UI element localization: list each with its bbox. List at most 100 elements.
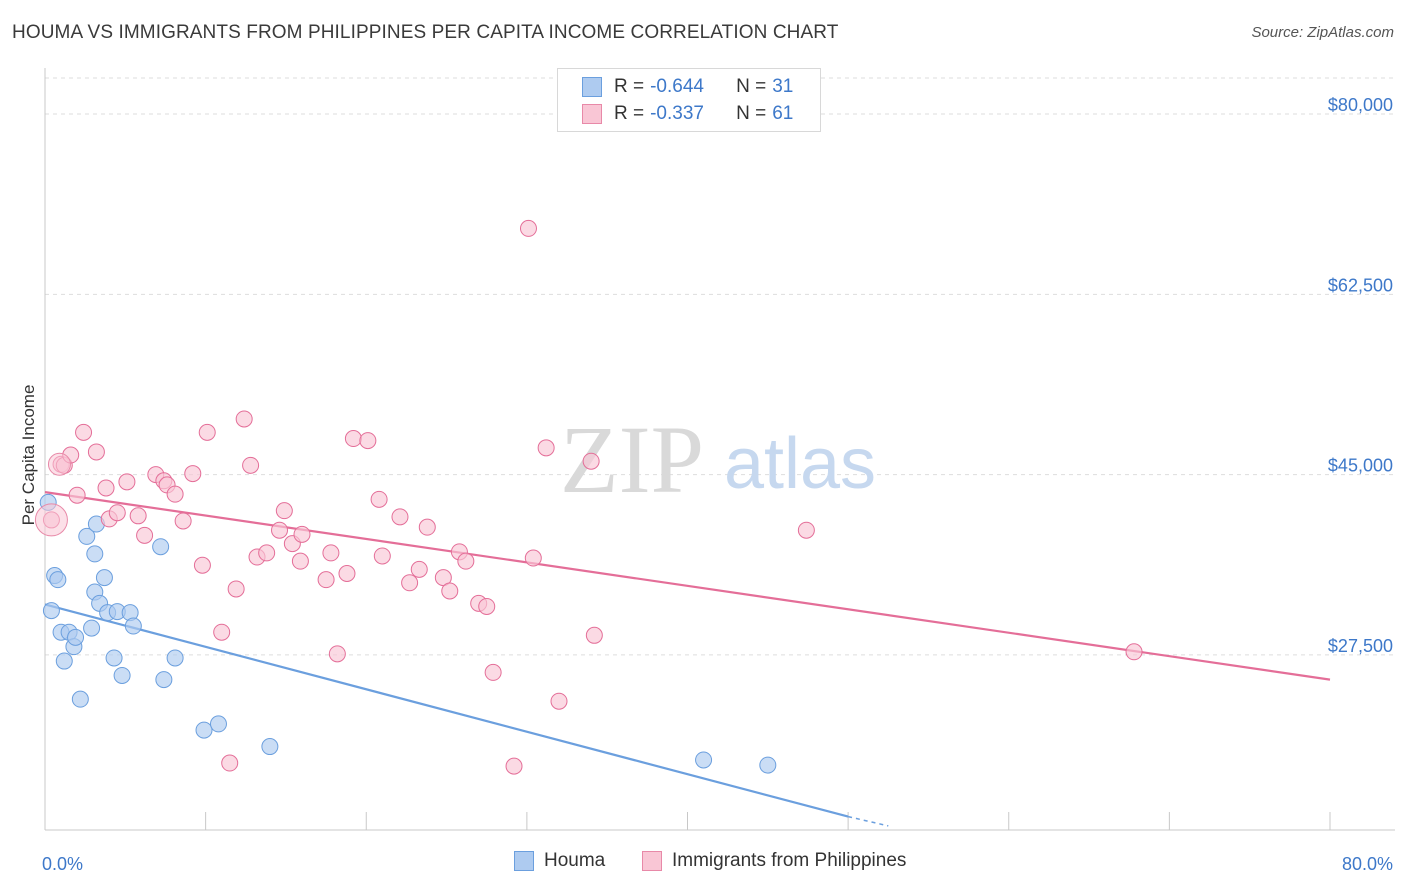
philippines-point — [87, 443, 105, 461]
houma-trend-extension — [847, 815, 889, 827]
series-swatch-philippines — [642, 851, 662, 871]
houma-point — [124, 617, 142, 635]
philippines-point — [97, 479, 115, 497]
philippines-point — [291, 552, 309, 570]
houma-point — [209, 715, 227, 733]
legend-row-houma: R = -0.644 N = 31 — [558, 74, 793, 100]
philippines-point — [227, 580, 245, 598]
series-swatch-houma — [514, 851, 534, 871]
philippines-point — [136, 526, 154, 544]
philippines-point — [519, 219, 537, 237]
series-legend-philippines[interactable]: Immigrants from Philippines — [642, 850, 906, 872]
philippines-point — [293, 525, 311, 543]
philippines-point — [585, 626, 603, 644]
houma-point — [86, 545, 104, 563]
philippines-point — [221, 754, 239, 772]
philippines-point — [322, 544, 340, 562]
philippines-point — [391, 508, 409, 526]
philippines-point — [174, 512, 192, 530]
philippines-point — [373, 547, 391, 565]
philippines-point — [328, 645, 346, 663]
houma-point — [152, 538, 170, 556]
correlation-legend: R = -0.644 N = 31 R = -0.337 N = 61 — [557, 68, 821, 132]
legend-n-value: 31 — [772, 76, 794, 97]
philippines-point — [258, 544, 276, 562]
legend-r-value: -0.644 — [650, 76, 704, 97]
philippines-point — [441, 582, 459, 600]
legend-swatch-houma — [582, 77, 602, 97]
y-tick-label: $45,000 — [1328, 456, 1393, 476]
philippines-point — [524, 549, 542, 567]
philippines-point — [166, 485, 184, 503]
houma-point — [759, 756, 777, 774]
philippines-point — [797, 521, 815, 539]
philippines-point — [550, 692, 568, 710]
houma-point — [113, 666, 131, 684]
houma-point — [83, 619, 101, 637]
philippines-point — [129, 507, 147, 525]
gridlines — [45, 77, 1395, 656]
legend-row-philippines: R = -0.337 N = 61 — [558, 101, 793, 127]
houma-point — [67, 628, 85, 646]
trend-lines — [44, 491, 1331, 827]
philippines-point — [271, 521, 289, 539]
scatter-points — [34, 219, 1143, 775]
watermark-atlas: atlas — [724, 424, 876, 504]
philippines-point — [68, 486, 86, 504]
philippines-point — [108, 504, 126, 522]
philippines-point — [478, 597, 496, 615]
philippines-point — [338, 564, 356, 582]
houma-point — [695, 751, 713, 769]
philippines-point — [75, 423, 93, 441]
houma-point — [55, 652, 73, 670]
philippines-point — [198, 423, 216, 441]
philippines-trend-line — [44, 491, 1331, 681]
x-tick-label: 80.0% — [1342, 854, 1393, 874]
houma-point — [105, 649, 123, 667]
houma-point — [166, 649, 184, 667]
y-tick-label: $62,500 — [1328, 275, 1393, 295]
houma-point — [42, 602, 60, 620]
houma-point — [261, 738, 279, 756]
series-label-philippines: Immigrants from Philippines — [672, 850, 907, 871]
philippines-point — [457, 552, 475, 570]
series-legend: Houma Immigrants from Philippines — [0, 850, 1406, 878]
philippines-point — [184, 465, 202, 483]
x-tick-label: 0.0% — [42, 854, 83, 874]
philippines-point — [317, 571, 335, 589]
chart-title: HOUMA VS IMMIGRANTS FROM PHILIPPINES PER… — [12, 22, 839, 43]
houma-point — [78, 527, 96, 545]
legend-n-value: 61 — [772, 103, 794, 124]
philippines-point — [484, 663, 502, 681]
series-label-houma: Houma — [544, 850, 606, 871]
philippines-point — [275, 502, 293, 520]
legend-swatch-philippines — [582, 104, 602, 124]
philippines-point — [213, 623, 231, 641]
philippines-point — [193, 556, 211, 574]
philippines-point — [118, 473, 136, 491]
series-legend-houma[interactable]: Houma — [514, 850, 605, 872]
tick-labels: $27,500 $45,000 $62,500 $80,000 0.0% 80.0% — [42, 95, 1393, 874]
legend-r-label: R = — [614, 103, 645, 124]
y-tick-label: $80,000 — [1328, 95, 1393, 115]
houma-trend-line — [44, 603, 849, 818]
watermark-zip: ZIP — [560, 406, 704, 513]
philippines-point — [537, 439, 555, 457]
philippines-point — [235, 410, 253, 428]
houma-point — [155, 671, 173, 689]
houma-point — [71, 690, 89, 708]
philippines-point — [505, 757, 523, 775]
philippines-point — [1125, 643, 1143, 661]
legend-n-label: N = — [736, 103, 767, 124]
houma-point — [49, 571, 67, 589]
source-label: Source: ZipAtlas.com — [1251, 24, 1394, 41]
y-tick-label: $27,500 — [1328, 636, 1393, 656]
axes — [44, 68, 1395, 831]
philippines-point — [359, 432, 377, 450]
philippines-point — [47, 452, 71, 476]
houma-point — [195, 721, 213, 739]
philippines-point — [401, 574, 419, 592]
philippines-point — [344, 430, 362, 448]
watermark: ZIP atlas — [560, 406, 876, 513]
